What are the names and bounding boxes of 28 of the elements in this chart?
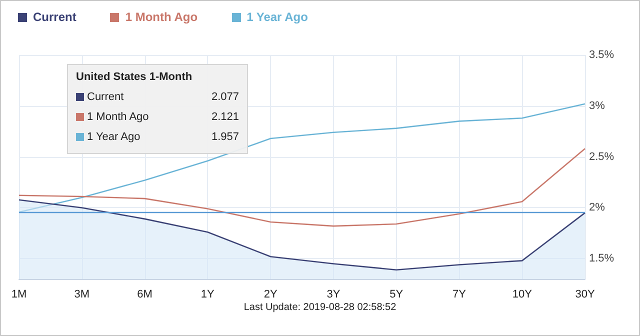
- x-tick-label: 6M: [137, 288, 152, 300]
- text: Last Update: 2019-08-28 02:58:52: [242, 302, 398, 313]
- x-tick-label: 1Y: [200, 288, 216, 300]
- y-tick-label: 3%: [589, 100, 606, 112]
- annotation: 2.121: [211, 111, 239, 123]
- line-series: [18, 148, 586, 227]
- annotation: 2.077: [211, 91, 239, 103]
- x-tick-label: 7Y: [452, 288, 467, 300]
- x-tick-label: 3Y: [326, 288, 341, 300]
- x-tick-label: 2Y: [264, 288, 278, 300]
- y-tick-label: 3.5%: [589, 49, 614, 61]
- legend-label: Current: [87, 91, 124, 103]
- legend-label: 1 Year Ago: [87, 131, 140, 143]
- annotation: United States 1-Month: [76, 71, 194, 83]
- line-series: [18, 103, 586, 213]
- x-tick-label: 30Y: [575, 288, 596, 300]
- y-tick-label: 2%: [589, 202, 606, 214]
- legend-label: 1 Month Ago: [87, 111, 149, 123]
- x-tick-label: 1M: [11, 288, 27, 300]
- x-tick-label: 3M: [74, 288, 90, 300]
- text: 1 Month Ago: [125, 10, 198, 24]
- text: 1 Year Ago: [246, 10, 308, 24]
- x-tick-label: 5Y: [390, 288, 404, 300]
- x-tick-label: 10Y: [512, 288, 533, 300]
- annotation: 1.957: [211, 131, 239, 143]
- y-tick-label: 1.5%: [589, 252, 614, 265]
- y-tick-label: 2.5%: [589, 150, 614, 163]
- text: Current: [33, 10, 76, 24]
